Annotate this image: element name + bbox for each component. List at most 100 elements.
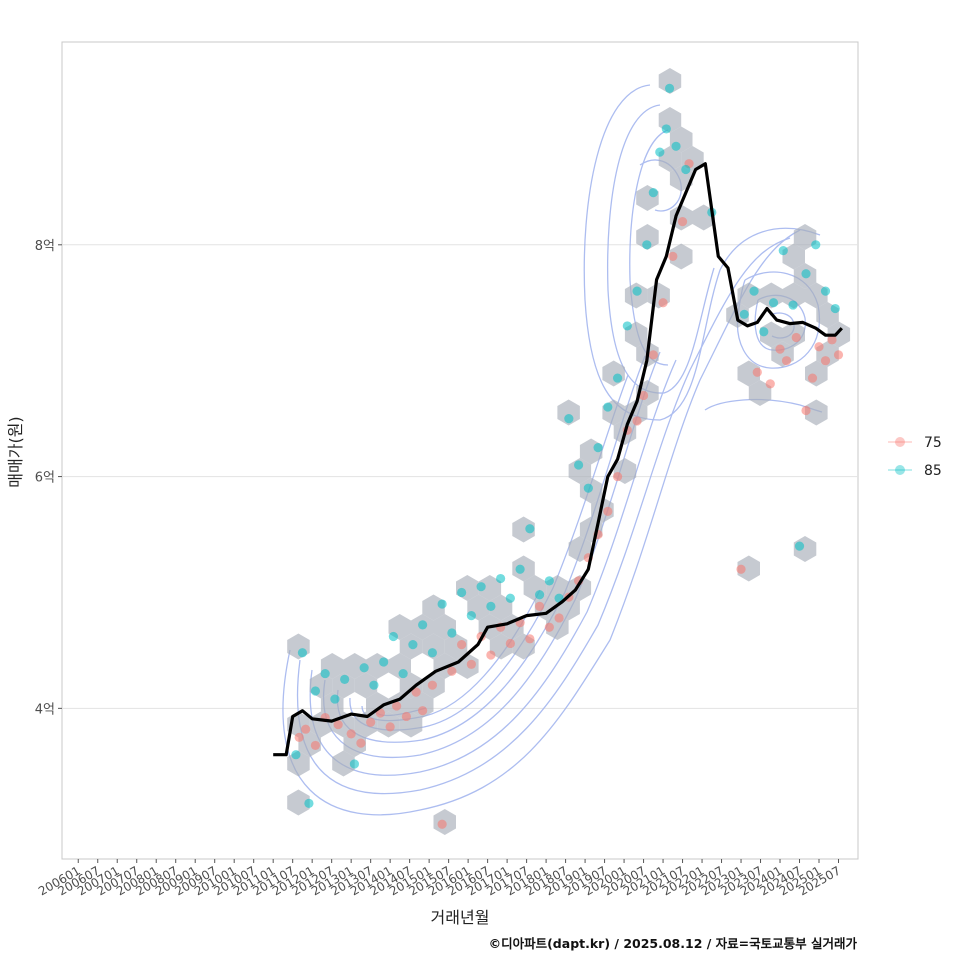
x-axis-ticks: 2006012006072007012007072008012008072009… bbox=[36, 859, 843, 899]
data-point-75 bbox=[437, 819, 447, 829]
y-axis-ticks: 4억 6억 8억 bbox=[35, 239, 62, 717]
data-point-85 bbox=[505, 593, 515, 603]
data-point-85 bbox=[794, 541, 805, 551]
data-point-85 bbox=[340, 674, 350, 684]
data-point-85 bbox=[759, 327, 769, 337]
data-point-75 bbox=[677, 217, 688, 227]
data-point-75 bbox=[427, 680, 437, 690]
data-point-75 bbox=[525, 634, 535, 644]
hexbin-cell bbox=[669, 243, 693, 270]
data-point-75 bbox=[505, 638, 515, 649]
data-point-85 bbox=[457, 587, 467, 598]
data-point-75 bbox=[554, 613, 564, 623]
y-axis-title: 매매가(원) bbox=[6, 416, 25, 487]
y-tick-label: 4억 bbox=[35, 702, 55, 717]
hexbin-cell bbox=[489, 633, 513, 660]
data-point-75 bbox=[820, 356, 831, 366]
hexbin-cell bbox=[411, 692, 434, 718]
data-point-75 bbox=[765, 379, 775, 389]
hexbin-cell bbox=[805, 399, 828, 426]
legend-item-85: 85 bbox=[888, 463, 942, 479]
data-point-85 bbox=[515, 564, 525, 574]
legend: 75 85 bbox=[888, 435, 942, 479]
data-point-85 bbox=[330, 694, 340, 704]
hexbin-cell bbox=[546, 614, 569, 640]
data-point-75 bbox=[752, 367, 762, 377]
data-point-75 bbox=[457, 640, 467, 650]
data-point-85 bbox=[830, 303, 840, 314]
data-point-75 bbox=[310, 740, 321, 751]
data-point-85 bbox=[379, 657, 389, 667]
hexbin-cell bbox=[557, 399, 580, 426]
hexbin-cell bbox=[782, 243, 805, 270]
data-point-85 bbox=[801, 269, 811, 279]
hexbin-cell bbox=[444, 633, 468, 660]
data-point-85 bbox=[583, 483, 593, 493]
data-point-75 bbox=[356, 738, 366, 748]
data-point-75 bbox=[294, 732, 304, 742]
data-point-85 bbox=[820, 286, 831, 296]
data-point-75 bbox=[385, 722, 395, 732]
data-point-85 bbox=[661, 124, 671, 134]
data-point-75 bbox=[603, 506, 613, 516]
data-point-75 bbox=[736, 564, 746, 574]
data-point-85 bbox=[593, 443, 603, 453]
data-point-85 bbox=[369, 680, 379, 690]
hexbin-cell bbox=[737, 360, 760, 387]
data-point-85 bbox=[664, 83, 675, 93]
data-point-85 bbox=[447, 628, 457, 638]
data-point-85 bbox=[632, 286, 642, 296]
data-point-85 bbox=[655, 147, 665, 157]
legend-key-dot-85 bbox=[895, 465, 905, 475]
data-point-75 bbox=[791, 332, 801, 343]
data-point-85 bbox=[544, 576, 554, 586]
data-point-75 bbox=[801, 405, 811, 416]
data-point-75 bbox=[333, 719, 343, 730]
data-point-75 bbox=[775, 344, 785, 354]
legend-label-75: 75 bbox=[924, 435, 942, 451]
hexbin-cell bbox=[298, 731, 321, 757]
hexbin-cell bbox=[343, 653, 366, 679]
trend-line-layer bbox=[273, 162, 843, 757]
data-point-85 bbox=[768, 298, 779, 308]
plot-panel bbox=[61, 41, 859, 860]
hexbin-cell bbox=[748, 380, 772, 406]
data-point-75 bbox=[833, 350, 844, 360]
legend-item-75: 75 bbox=[888, 435, 942, 451]
data-point-85 bbox=[466, 611, 476, 621]
hexbin-cell bbox=[478, 575, 502, 601]
trend-line bbox=[273, 162, 843, 757]
data-point-85 bbox=[437, 599, 447, 609]
data-point-75 bbox=[648, 350, 658, 360]
hexbin-cell bbox=[782, 282, 805, 309]
data-point-85 bbox=[349, 759, 360, 769]
data-point-85 bbox=[408, 640, 418, 650]
data-point-75 bbox=[781, 356, 792, 366]
data-point-85 bbox=[612, 373, 623, 383]
legend-key-dot-75 bbox=[895, 437, 905, 447]
data-point-85 bbox=[642, 240, 652, 250]
data-point-75 bbox=[466, 659, 476, 669]
hexbin-cell bbox=[512, 516, 535, 543]
data-point-85 bbox=[359, 663, 369, 673]
data-point-85 bbox=[739, 309, 749, 319]
y-tick-label: 6억 bbox=[35, 471, 55, 486]
scatter-points bbox=[291, 83, 844, 829]
y-tick-label: 8억 bbox=[35, 239, 55, 254]
data-point-75 bbox=[544, 622, 554, 632]
data-point-75 bbox=[346, 729, 356, 739]
data-point-85 bbox=[564, 414, 574, 424]
data-point-75 bbox=[535, 601, 545, 611]
source-caption: ©디아파트(dapt.kr) / 2025.08.12 / 자료=국토교통부 실… bbox=[489, 936, 858, 951]
data-point-75 bbox=[632, 416, 642, 426]
hexbin-cell bbox=[332, 750, 355, 777]
data-point-75 bbox=[612, 471, 623, 482]
data-point-75 bbox=[827, 335, 837, 345]
data-point-85 bbox=[496, 573, 506, 584]
data-point-85 bbox=[291, 750, 301, 760]
data-point-85 bbox=[811, 240, 821, 250]
data-point-85 bbox=[648, 188, 658, 198]
data-point-75 bbox=[401, 711, 411, 722]
data-point-85 bbox=[671, 141, 681, 151]
